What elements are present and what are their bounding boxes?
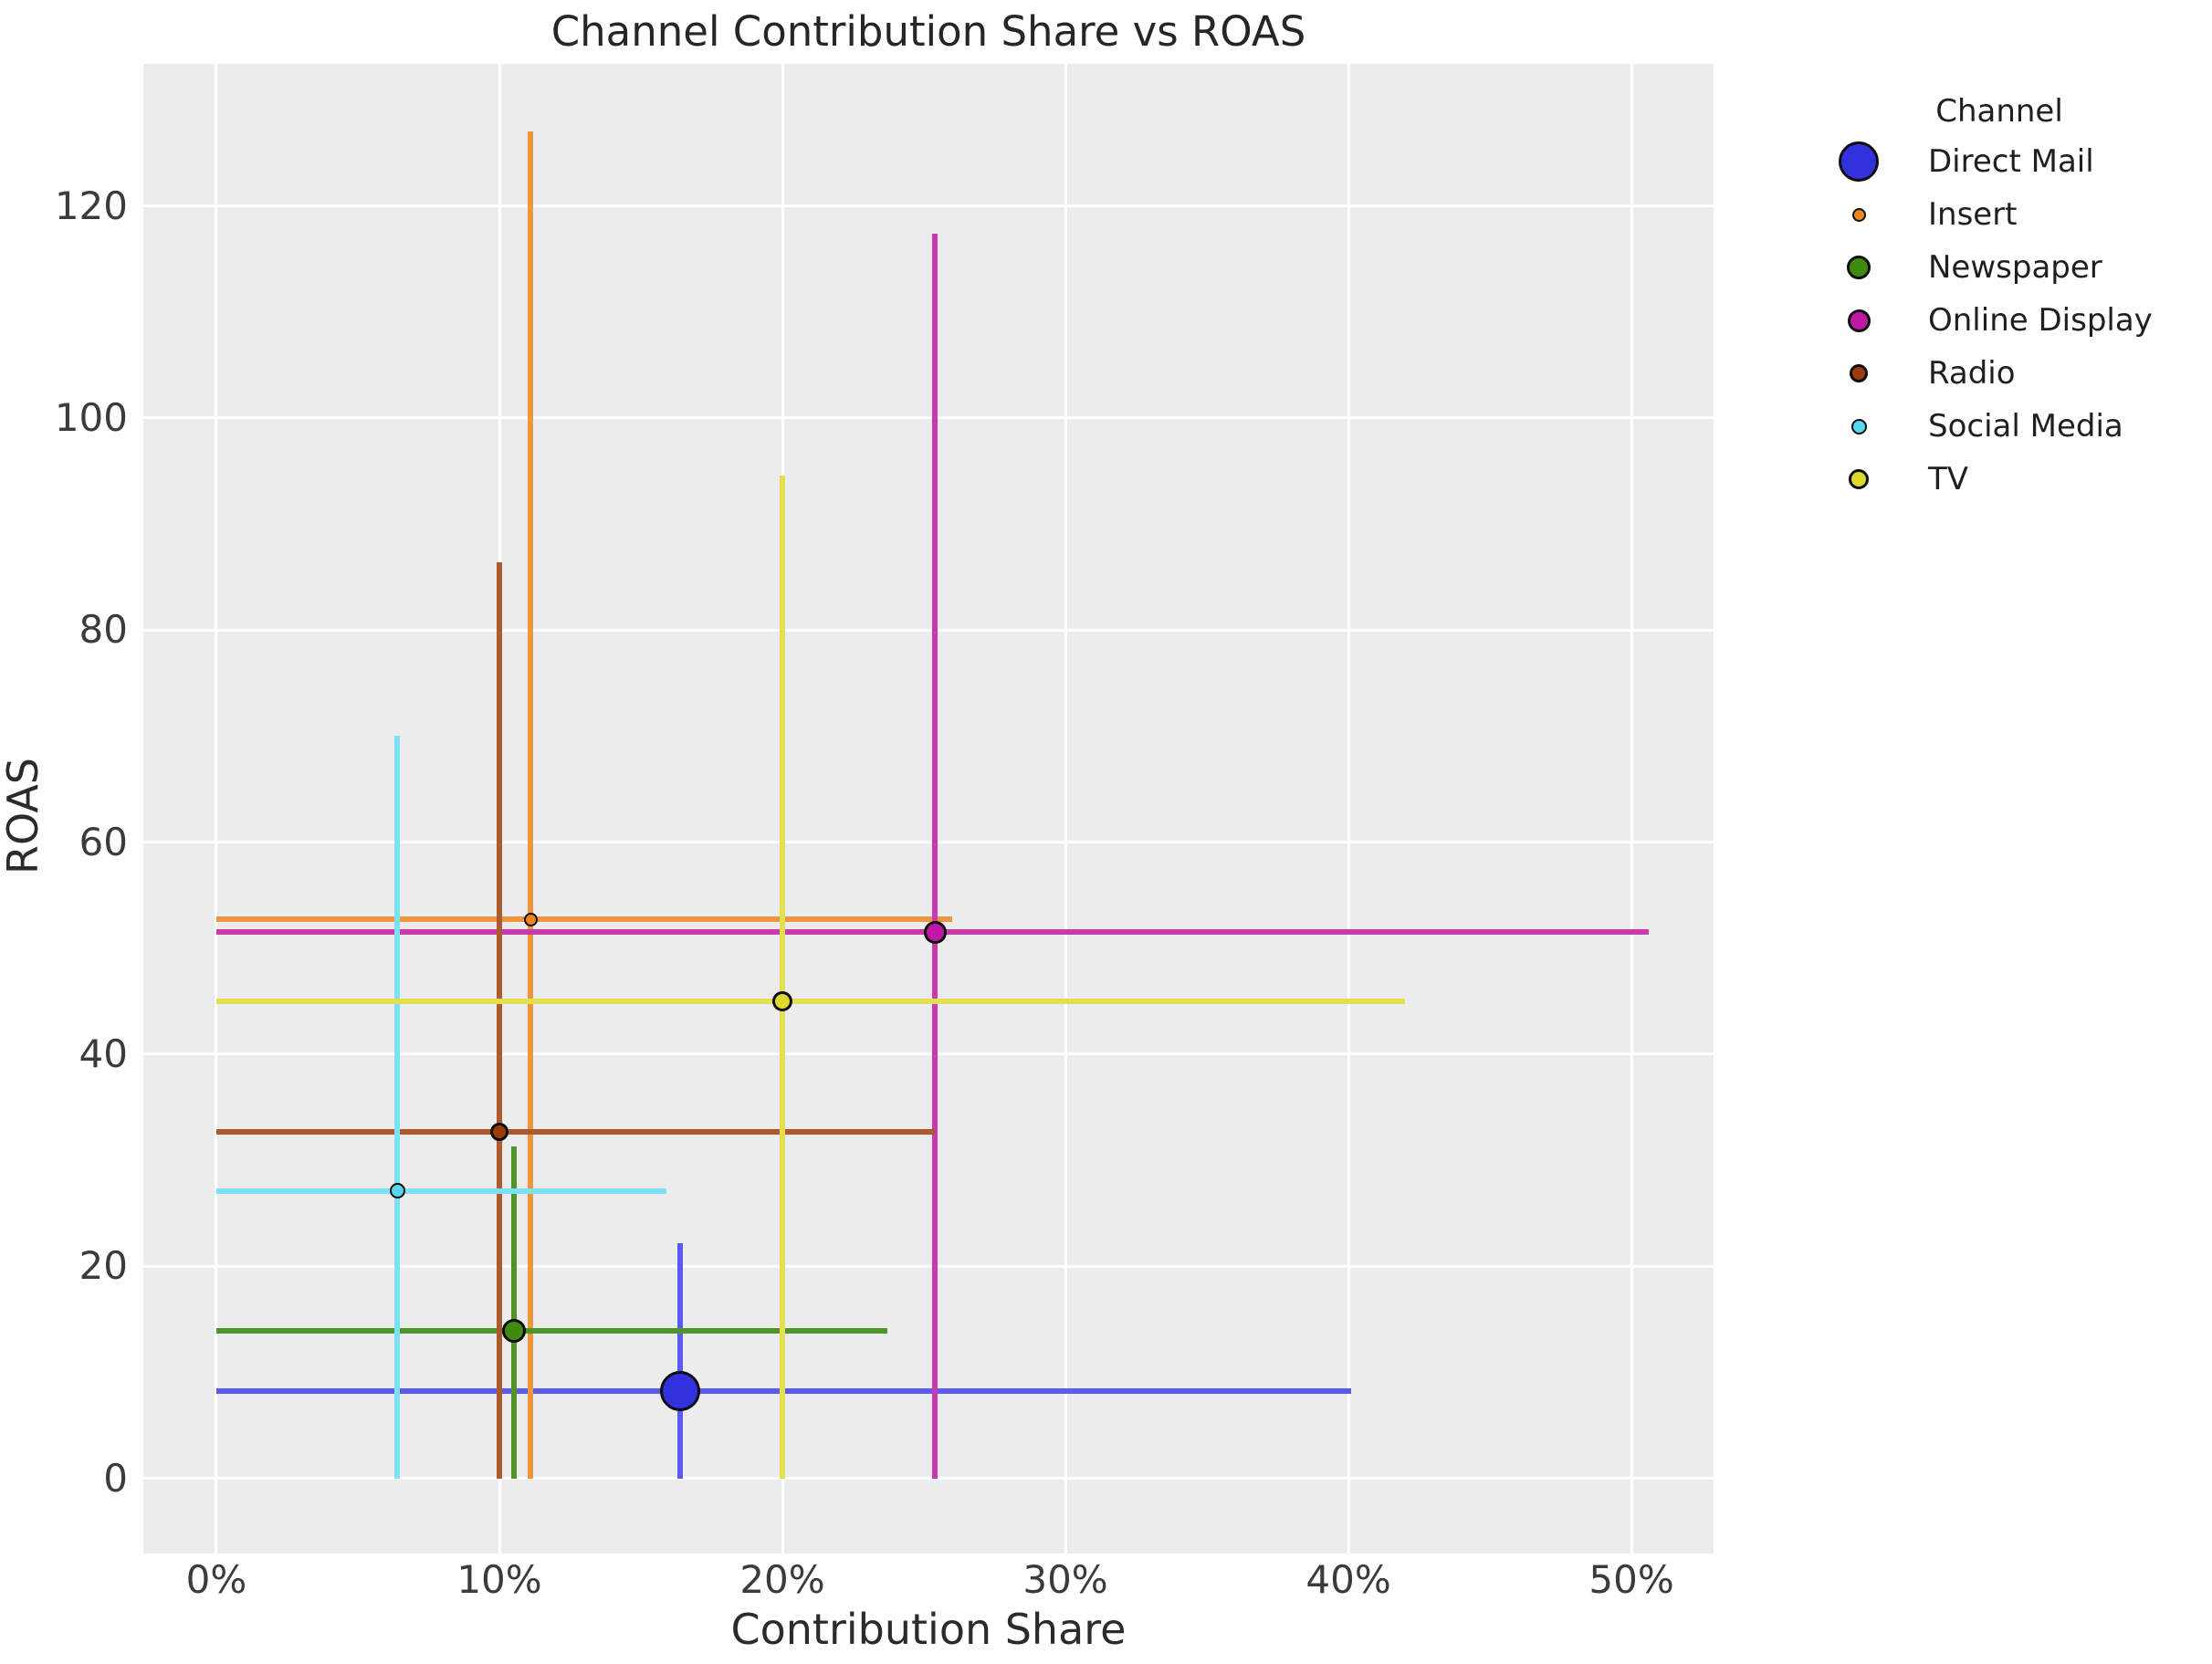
- x-errorbar-radio: [215, 1128, 936, 1135]
- marker-online-display: [923, 920, 947, 944]
- x-gridline-40-: [1347, 64, 1350, 1554]
- legend-swatch-online-display-icon: [1847, 309, 1871, 332]
- marker-insert: [523, 912, 538, 926]
- legend-swatch-cell-social-media: [1789, 418, 1928, 434]
- x-errorbar-newspaper: [215, 1328, 887, 1334]
- y-gridline-80: [143, 628, 1714, 632]
- x-tick-label-20-: 20%: [739, 1557, 825, 1602]
- y-errorbar-radio: [497, 561, 502, 1479]
- x-errorbar-social-media: [215, 1188, 666, 1194]
- legend-label-social-media: Social Media: [1928, 408, 2123, 445]
- x-errorbar-insert: [215, 916, 953, 923]
- y-tick-label-80: 80: [79, 607, 128, 653]
- y-tick-label-40: 40: [79, 1031, 128, 1076]
- x-tick-label-40-: 40%: [1305, 1557, 1391, 1602]
- marker-direct-mail: [660, 1371, 701, 1412]
- legend-swatch-social-media-icon: [1850, 418, 1867, 434]
- y-tick-label-120: 120: [54, 183, 128, 228]
- legend-swatch-cell-insert: [1789, 207, 1928, 222]
- legend-swatch-cell-tv: [1789, 469, 1928, 489]
- legend-label-tv: TV: [1928, 461, 1969, 497]
- y-errorbar-direct-mail: [677, 1242, 684, 1479]
- legend-swatch-direct-mail-icon: [1839, 141, 1879, 182]
- legend-rows: Direct Mail Insert Newspaper Online Display…: [1789, 135, 2209, 506]
- y-tick-label-20: 20: [79, 1243, 128, 1289]
- x-gridline-0-: [215, 64, 218, 1554]
- y-gridline-20: [143, 1264, 1714, 1268]
- y-gridline-60: [143, 841, 1714, 844]
- legend-item-newspaper: Newspaper: [1789, 241, 2209, 294]
- y-gridline-100: [143, 416, 1714, 420]
- x-axis-label: Contribution Share: [730, 1605, 1127, 1654]
- legend-item-insert: Insert: [1789, 188, 2209, 241]
- chart-title: Channel Contribution Share vs ROAS: [550, 7, 1306, 56]
- x-errorbar-tv: [215, 998, 1406, 1004]
- y-axis-label: ROAS: [0, 757, 47, 875]
- y-errorbar-insert: [528, 131, 534, 1479]
- y-gridline-120: [143, 204, 1714, 208]
- marker-newspaper: [501, 1319, 526, 1344]
- x-tick-label-10-: 10%: [456, 1557, 542, 1602]
- x-gridline-30-: [1064, 64, 1067, 1554]
- y-errorbar-online-display: [932, 233, 938, 1479]
- legend-title: Channel: [1935, 93, 2063, 130]
- x-tick-label-30-: 30%: [1022, 1557, 1108, 1602]
- y-errorbar-social-media: [394, 736, 401, 1479]
- legend-item-online-display: Online Display: [1789, 294, 2209, 347]
- legend-label-insert: Insert: [1928, 196, 2018, 233]
- legend-item-tv: TV: [1789, 453, 2209, 506]
- x-tick-label-0-: 0%: [185, 1557, 247, 1602]
- y-gridline-40: [143, 1052, 1714, 1056]
- marker-radio: [490, 1122, 508, 1141]
- marker-tv: [772, 990, 793, 1011]
- x-tick-label-50-: 50%: [1588, 1557, 1674, 1602]
- y-errorbar-tv: [780, 475, 786, 1479]
- legend-label-radio: Radio: [1928, 355, 2016, 392]
- marker-social-media: [389, 1183, 405, 1199]
- legend-swatch-cell-newspaper: [1789, 256, 1928, 279]
- y-tick-label-100: 100: [54, 394, 128, 440]
- legend: Channel Direct Mail Insert Newspaper Online…: [1789, 88, 2209, 506]
- legend-swatch-cell-radio: [1789, 364, 1928, 382]
- legend-item-direct-mail: Direct Mail: [1789, 135, 2209, 188]
- legend-swatch-cell-online-display: [1789, 309, 1928, 332]
- y-tick-label-60: 60: [79, 819, 128, 864]
- plot-area: [143, 64, 1714, 1554]
- y-errorbar-newspaper: [510, 1146, 517, 1479]
- legend-swatch-insert-icon: [1851, 207, 1866, 222]
- y-gridline-0: [143, 1477, 1714, 1481]
- legend-item-radio: Radio: [1789, 347, 2209, 400]
- legend-label-newspaper: Newspaper: [1928, 249, 2102, 286]
- legend-swatch-newspaper-icon: [1847, 256, 1871, 279]
- legend-swatch-tv-icon: [1849, 469, 1869, 489]
- legend-swatch-cell-direct-mail: [1789, 141, 1928, 182]
- y-tick-label-0: 0: [103, 1455, 128, 1501]
- legend-swatch-radio-icon: [1850, 364, 1868, 382]
- legend-label-direct-mail: Direct Mail: [1928, 143, 2094, 180]
- legend-item-social-media: Social Media: [1789, 400, 2209, 453]
- x-gridline-50-: [1630, 64, 1633, 1554]
- legend-label-online-display: Online Display: [1928, 302, 2153, 339]
